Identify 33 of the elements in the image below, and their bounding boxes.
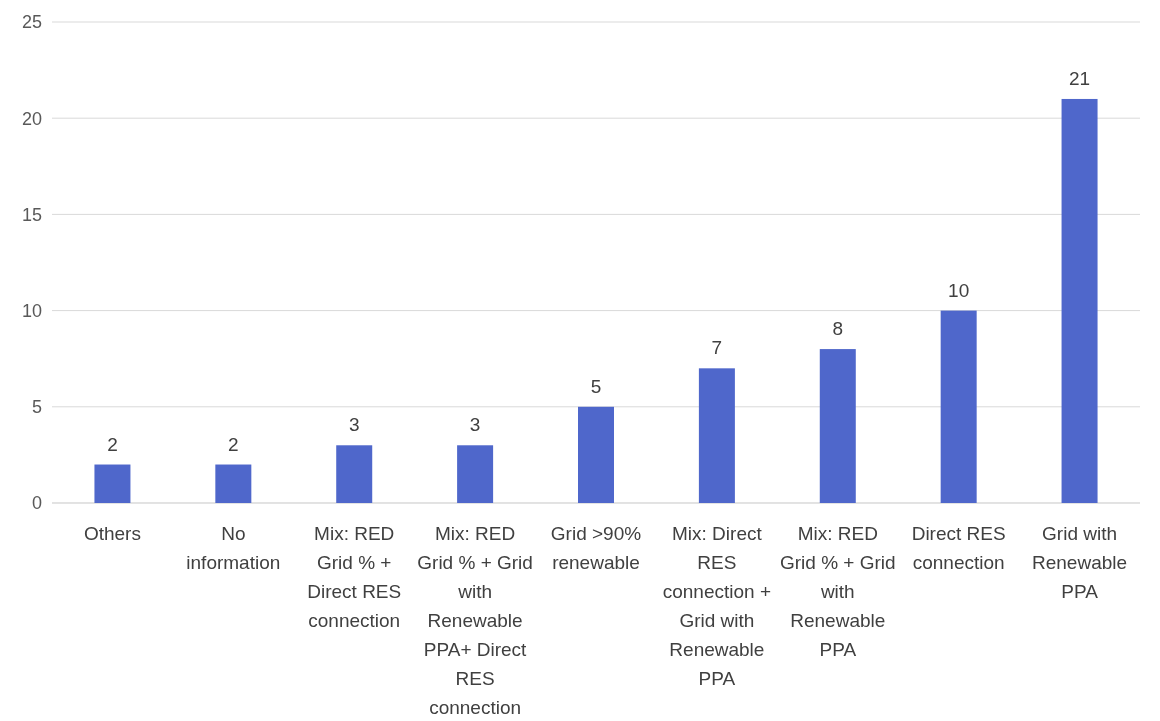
x-tick-label: Grid >90% renewable: [550, 523, 642, 573]
data-label: 7: [711, 337, 723, 359]
data-label: 3: [348, 414, 360, 436]
x-tick-label: Mix: RED Grid % + Grid with Renewable PPA: [779, 523, 896, 660]
data-label: 3: [469, 414, 481, 436]
bar: [336, 445, 373, 503]
y-tick-label: 5: [31, 397, 42, 418]
bar: [94, 464, 131, 503]
data-label: 2: [228, 433, 239, 455]
data-label: 8: [832, 318, 844, 340]
x-tick-label: Mix: RED Grid % + Direct RES connection: [307, 523, 402, 631]
x-tick-label: No information: [186, 523, 281, 573]
bar: [457, 445, 494, 503]
data-label: 5: [590, 375, 602, 397]
bar: [578, 406, 614, 503]
x-tick-label: Direct RES connection: [911, 523, 1006, 573]
bar: [1061, 98, 1098, 503]
data-label: 21: [1068, 67, 1091, 89]
bar: [698, 368, 735, 503]
x-tick-label: Mix: RED Grid % + Grid with Renewable PPA+ Direct RES connection: [417, 523, 533, 718]
bar: [215, 464, 252, 503]
y-tick-label: 20: [21, 108, 42, 129]
y-tick-label: 0: [31, 493, 42, 514]
x-tick-label: Others: [83, 523, 141, 544]
bar: [819, 349, 856, 503]
data-label: 10: [948, 279, 970, 301]
y-tick-label: 10: [21, 300, 42, 321]
y-tick-label: 25: [21, 12, 42, 33]
bar: [940, 310, 977, 503]
data-label: 2: [107, 433, 118, 455]
x-tick-label: Mix: Direct RES connection + Grid with Renewable PPA: [662, 523, 772, 689]
y-tick-label: 15: [21, 204, 42, 225]
x-tick-label: Grid with Renewable PPA: [1032, 523, 1128, 602]
